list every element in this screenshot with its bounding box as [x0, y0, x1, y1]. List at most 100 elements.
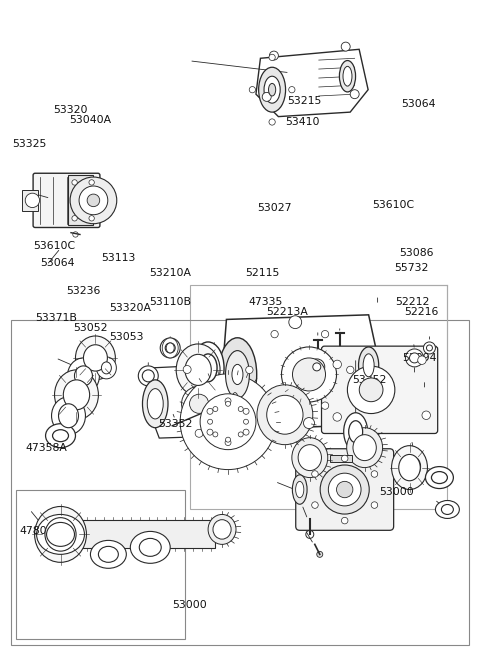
Circle shape	[89, 180, 95, 185]
Ellipse shape	[268, 83, 276, 96]
Ellipse shape	[343, 66, 352, 86]
Text: 53610C: 53610C	[372, 200, 414, 210]
Ellipse shape	[84, 345, 108, 371]
Text: 53053: 53053	[109, 332, 144, 342]
Circle shape	[312, 471, 318, 478]
Circle shape	[336, 482, 353, 498]
Circle shape	[371, 471, 378, 478]
Ellipse shape	[176, 344, 220, 396]
Text: 53086: 53086	[399, 248, 433, 258]
Ellipse shape	[228, 388, 241, 412]
Text: 53113: 53113	[101, 253, 135, 263]
Circle shape	[226, 401, 230, 406]
Text: 53040A: 53040A	[70, 115, 112, 125]
Circle shape	[418, 356, 426, 364]
Text: 53320: 53320	[53, 105, 87, 115]
Circle shape	[238, 407, 243, 411]
Ellipse shape	[226, 350, 250, 398]
Ellipse shape	[348, 420, 363, 443]
Circle shape	[183, 365, 191, 373]
FancyBboxPatch shape	[322, 346, 438, 434]
Text: 52212: 52212	[395, 297, 430, 307]
Circle shape	[303, 418, 314, 428]
Ellipse shape	[98, 546, 119, 562]
Ellipse shape	[51, 397, 85, 435]
Circle shape	[423, 342, 435, 354]
Bar	[68, 175, 94, 226]
Circle shape	[409, 353, 420, 363]
Ellipse shape	[218, 338, 257, 411]
Ellipse shape	[339, 60, 356, 92]
Text: 53027: 53027	[257, 203, 292, 213]
Circle shape	[200, 394, 256, 449]
Circle shape	[313, 363, 321, 371]
Ellipse shape	[267, 396, 303, 434]
Ellipse shape	[292, 438, 328, 478]
Circle shape	[341, 455, 348, 462]
Text: 53325: 53325	[12, 138, 47, 148]
Circle shape	[350, 90, 359, 98]
Text: 53000: 53000	[172, 600, 207, 609]
Circle shape	[249, 87, 255, 93]
Ellipse shape	[101, 362, 111, 374]
Text: 53000: 53000	[379, 487, 414, 497]
Circle shape	[238, 432, 243, 437]
Ellipse shape	[353, 435, 376, 461]
Ellipse shape	[63, 380, 90, 410]
Circle shape	[289, 316, 301, 329]
Ellipse shape	[347, 428, 383, 468]
Bar	[11, 320, 469, 645]
Bar	[330, 455, 352, 462]
Ellipse shape	[359, 347, 379, 384]
Ellipse shape	[199, 354, 217, 382]
Ellipse shape	[52, 430, 69, 441]
FancyBboxPatch shape	[296, 449, 394, 530]
Circle shape	[288, 87, 295, 93]
Circle shape	[213, 432, 218, 437]
Ellipse shape	[298, 445, 322, 470]
Circle shape	[243, 419, 249, 424]
Ellipse shape	[185, 354, 211, 386]
Ellipse shape	[45, 518, 76, 551]
Circle shape	[180, 374, 276, 470]
Circle shape	[271, 331, 278, 338]
Ellipse shape	[35, 506, 86, 562]
Circle shape	[271, 402, 278, 409]
Ellipse shape	[59, 404, 78, 428]
Text: 53320A: 53320A	[109, 303, 151, 314]
Text: 53064: 53064	[401, 99, 436, 110]
Ellipse shape	[296, 482, 304, 498]
Ellipse shape	[47, 522, 74, 546]
Circle shape	[359, 378, 383, 401]
Ellipse shape	[68, 358, 99, 394]
Circle shape	[225, 398, 231, 404]
Ellipse shape	[292, 475, 307, 504]
Circle shape	[322, 402, 329, 409]
Circle shape	[207, 419, 213, 424]
Circle shape	[207, 408, 213, 415]
Circle shape	[246, 366, 253, 373]
Circle shape	[243, 429, 249, 435]
Bar	[22, 190, 38, 211]
Text: 47358A: 47358A	[25, 443, 67, 453]
Circle shape	[333, 413, 341, 421]
Ellipse shape	[96, 357, 116, 379]
Ellipse shape	[143, 380, 168, 428]
Ellipse shape	[46, 424, 75, 447]
Circle shape	[181, 386, 216, 421]
Text: 53064: 53064	[40, 258, 74, 268]
Ellipse shape	[74, 366, 93, 386]
Text: 53236: 53236	[66, 286, 100, 296]
Circle shape	[269, 51, 278, 60]
Circle shape	[160, 338, 180, 358]
Circle shape	[225, 440, 231, 445]
Text: 52216: 52216	[404, 307, 438, 318]
Ellipse shape	[408, 458, 420, 476]
Text: 47335: 47335	[248, 297, 283, 307]
Circle shape	[348, 366, 395, 413]
Circle shape	[73, 232, 78, 237]
Ellipse shape	[363, 354, 374, 377]
Circle shape	[195, 429, 203, 438]
Circle shape	[213, 407, 218, 411]
Circle shape	[309, 359, 325, 375]
